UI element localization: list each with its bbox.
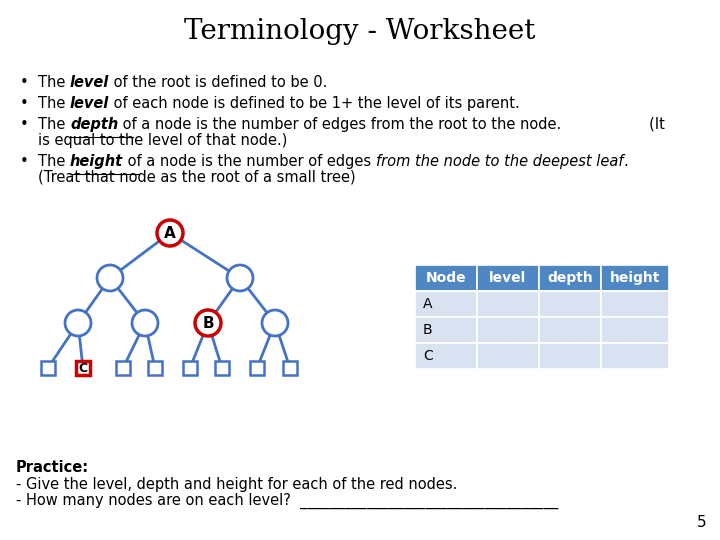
Text: B: B	[202, 315, 214, 330]
Text: The: The	[38, 96, 70, 111]
Text: of a node is the number of edges from the root to the node.                   (I: of a node is the number of edges from th…	[118, 117, 665, 132]
Text: Practice:: Practice:	[16, 460, 89, 475]
Text: Node: Node	[426, 271, 467, 285]
Bar	[215, 361, 229, 375]
Text: (Treat that node as the root of a small tree): (Treat that node as the root of a small …	[38, 170, 356, 185]
Text: •: •	[20, 154, 29, 169]
Circle shape	[195, 310, 221, 336]
Circle shape	[227, 265, 253, 291]
Bar	[477, 317, 539, 343]
Text: of each node is defined to be 1+ the level of its parent.: of each node is defined to be 1+ the lev…	[109, 96, 520, 111]
Text: The: The	[38, 75, 70, 90]
Text: C: C	[78, 361, 88, 375]
Bar	[415, 265, 477, 291]
Text: C: C	[423, 349, 433, 363]
Circle shape	[132, 310, 158, 336]
Text: A: A	[164, 226, 176, 240]
Text: is equal to the level of that node.): is equal to the level of that node.)	[38, 133, 287, 148]
Text: The: The	[38, 154, 70, 169]
Text: level: level	[70, 96, 109, 111]
Bar	[415, 317, 477, 343]
Text: - Give the level, depth and height for each of the red nodes.: - Give the level, depth and height for e…	[16, 477, 457, 492]
Text: depth: depth	[70, 117, 118, 132]
Circle shape	[157, 220, 183, 246]
Circle shape	[65, 310, 91, 336]
Text: - How many nodes are on each level?  ___________________________________: - How many nodes are on each level? ____…	[16, 493, 558, 509]
Circle shape	[262, 310, 288, 336]
Text: of the root is defined to be 0.: of the root is defined to be 0.	[109, 75, 328, 90]
Bar	[415, 343, 477, 369]
Text: level: level	[70, 75, 109, 90]
Text: •: •	[20, 117, 29, 132]
Bar	[76, 361, 90, 375]
Bar	[183, 361, 197, 375]
Bar	[477, 265, 539, 291]
Bar	[148, 361, 162, 375]
Text: B: B	[423, 323, 433, 337]
Text: 5: 5	[696, 515, 706, 530]
Bar	[250, 361, 264, 375]
Text: from the node to the deepest leaf: from the node to the deepest leaf	[376, 154, 624, 169]
Text: depth: depth	[547, 271, 593, 285]
Bar	[477, 291, 539, 317]
Bar	[539, 343, 601, 369]
Bar	[601, 343, 669, 369]
Text: •: •	[20, 96, 29, 111]
Bar	[539, 265, 601, 291]
Text: height: height	[610, 271, 660, 285]
Text: Terminology - Worksheet: Terminology - Worksheet	[184, 18, 536, 45]
Text: The: The	[38, 117, 70, 132]
Text: level: level	[490, 271, 526, 285]
Text: of a node is the number of edges: of a node is the number of edges	[123, 154, 376, 169]
Text: •: •	[20, 75, 29, 90]
Bar	[41, 361, 55, 375]
Bar	[283, 361, 297, 375]
Text: .: .	[624, 154, 628, 169]
Bar	[601, 265, 669, 291]
Bar	[477, 343, 539, 369]
Bar	[539, 317, 601, 343]
Circle shape	[97, 265, 123, 291]
Bar	[116, 361, 130, 375]
Bar	[539, 291, 601, 317]
Text: A: A	[423, 297, 433, 311]
Bar	[415, 291, 477, 317]
Bar	[601, 291, 669, 317]
Bar	[601, 317, 669, 343]
Text: height: height	[70, 154, 123, 169]
